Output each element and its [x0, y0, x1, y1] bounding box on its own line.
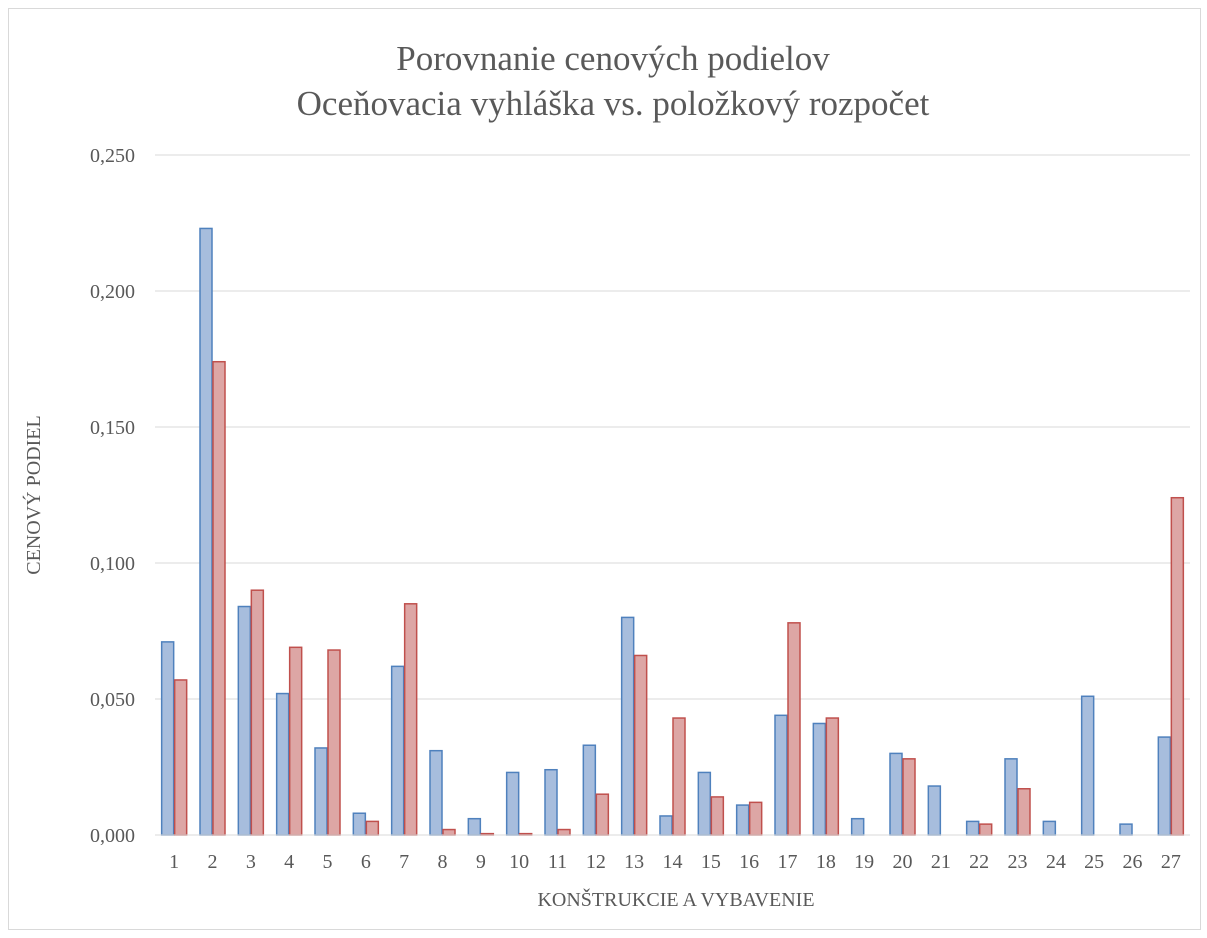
- bar-series1-4: [275, 692, 290, 836]
- bar-series1-16: [735, 804, 750, 836]
- bar-series2-22: [978, 823, 993, 836]
- bar-series1-15: [697, 771, 712, 836]
- x-tick-label: 12: [586, 851, 606, 873]
- y-tick-label: 0,050: [90, 689, 135, 711]
- bar-series1-2: [199, 227, 213, 836]
- bar-series1-23: [1004, 758, 1018, 836]
- x-tick-label: 6: [361, 851, 371, 873]
- x-tick-label: 7: [399, 851, 409, 873]
- x-tick-label: 21: [931, 851, 951, 873]
- bar-series2-1: [173, 679, 188, 836]
- y-tick-label: 0,100: [90, 553, 135, 575]
- y-tick-label: 0,150: [90, 417, 135, 439]
- bar-series1-12: [582, 744, 597, 836]
- bar-series1-14: [659, 815, 673, 836]
- bar-series2-20: [902, 758, 916, 836]
- bar-series1-21: [927, 785, 942, 836]
- bar-series1-13: [620, 616, 635, 836]
- bar-series2-2: [212, 360, 226, 836]
- bar-series2-7: [403, 603, 418, 836]
- x-tick-label: 5: [323, 851, 333, 873]
- bar-series2-4: [288, 646, 303, 836]
- x-tick-label: 17: [778, 851, 798, 873]
- x-tick-label: 2: [208, 851, 218, 873]
- y-tick-label: 0,000: [90, 825, 135, 847]
- bar-series1-3: [237, 605, 252, 836]
- bars: [160, 227, 1185, 836]
- x-tick-label: 1: [169, 851, 179, 873]
- bar-series2-17: [787, 622, 801, 836]
- bar-series1-9: [467, 817, 482, 836]
- x-tick-label: 8: [438, 851, 448, 873]
- x-tick-label: 9: [476, 851, 486, 873]
- chart-title: Porovnanie cenových podielov: [396, 39, 830, 78]
- x-axis-ticks: 1 2 3 4 5 6 7 8 9 10 11 12 13 14 15 16 17 18 19 20 21 22 23 24 2…: [169, 851, 1181, 873]
- bar-series1-24: [1042, 820, 1057, 836]
- x-tick-label: 13: [624, 851, 644, 873]
- bar-series2-23: [1017, 788, 1031, 836]
- bar-series2-6: [365, 820, 380, 836]
- bar-series1-5: [314, 747, 328, 836]
- bar-series1-22: [965, 820, 980, 836]
- x-tick-label: 10: [509, 851, 529, 873]
- bar-series1-18: [812, 722, 827, 836]
- y-axis-title: CENOVÝ PODIEL: [22, 415, 45, 574]
- bar-series2-16: [748, 801, 763, 836]
- x-tick-label: 15: [701, 851, 721, 873]
- x-tick-label: 4: [284, 851, 294, 873]
- y-tick-label: 0,250: [90, 145, 135, 167]
- x-axis-title: KONŠTRUKCIE A VYBAVENIE: [537, 887, 814, 911]
- x-tick-label: 19: [854, 851, 874, 873]
- bar-series1-1: [160, 641, 175, 836]
- x-tick-label: 27: [1161, 851, 1181, 873]
- bar-series1-17: [774, 714, 788, 836]
- x-tick-label: 26: [1123, 851, 1143, 873]
- x-tick-label: 3: [246, 851, 256, 873]
- bar-series2-18: [825, 717, 840, 836]
- x-tick-label: 11: [548, 851, 567, 873]
- bar-series2-27: [1170, 496, 1185, 836]
- x-tick-label: 22: [969, 851, 989, 873]
- y-axis-ticks: 0,000 0,050 0,100 0,150 0,200 0,250: [90, 145, 135, 847]
- bar-series1-6: [352, 812, 367, 836]
- bar-series2-5: [327, 649, 341, 836]
- x-tick-label: 20: [893, 851, 913, 873]
- x-tick-label: 16: [739, 851, 759, 873]
- x-tick-label: 25: [1084, 851, 1104, 873]
- bar-series2-8: [442, 828, 456, 836]
- bar-series2-11: [557, 828, 571, 836]
- bar-series1-26: [1119, 823, 1133, 836]
- bar-series1-25: [1080, 695, 1095, 836]
- bar-series1-11: [544, 768, 558, 836]
- x-tick-label: 14: [663, 851, 683, 873]
- bar-series1-8: [429, 749, 443, 836]
- bar-series1-20: [889, 752, 903, 836]
- bar-series1-10: [505, 771, 520, 836]
- bar-series1-27: [1157, 736, 1172, 836]
- gridlines: [155, 154, 1190, 700]
- bar-series2-14: [672, 717, 686, 836]
- x-tick-label: 23: [1008, 851, 1028, 873]
- bar-series2-12: [595, 793, 610, 836]
- x-tick-label: 24: [1046, 851, 1066, 873]
- y-tick-label: 0,200: [90, 281, 135, 303]
- bar-series1-7: [390, 665, 405, 836]
- chart-subtitle: Oceňovacia vyhláška vs. položkový rozpoč…: [297, 84, 930, 123]
- bar-series2-13: [633, 654, 648, 836]
- bar-series2-3: [250, 589, 265, 836]
- bar-series1-19: [850, 817, 865, 836]
- bar-series2-15: [710, 796, 725, 836]
- x-tick-label: 18: [816, 851, 836, 873]
